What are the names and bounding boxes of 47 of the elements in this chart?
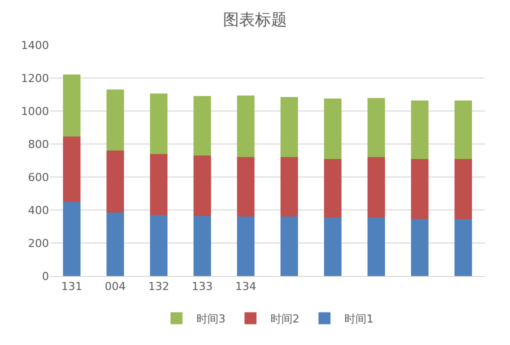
bar xyxy=(280,157,298,217)
x-tick-label: 131 xyxy=(61,280,82,294)
bar xyxy=(454,100,472,159)
y-tick-label: 400 xyxy=(28,204,49,217)
y-tick-label: 1400 xyxy=(21,38,49,52)
bar xyxy=(454,158,472,220)
bar xyxy=(324,158,342,218)
bar xyxy=(411,100,428,159)
y-tick-label: 800 xyxy=(28,138,49,151)
bar xyxy=(194,156,211,216)
bar xyxy=(368,157,385,218)
bar xyxy=(150,214,168,276)
bar xyxy=(280,96,298,158)
chart-title: 图表标题 xyxy=(223,10,287,29)
bar xyxy=(411,219,428,276)
legend-label: 时间1 xyxy=(344,312,374,326)
bar xyxy=(150,154,168,215)
bar xyxy=(63,202,80,276)
bar xyxy=(454,219,472,276)
bar xyxy=(237,216,254,276)
y-tick-label: 200 xyxy=(28,236,49,250)
y-tick-label: 1000 xyxy=(21,104,49,118)
legend-label: 时间2 xyxy=(270,312,300,326)
bar xyxy=(106,212,124,276)
bar xyxy=(280,216,298,276)
y-tick-label: 0 xyxy=(42,270,49,283)
bar xyxy=(63,74,80,137)
x-tick-label: 132 xyxy=(148,280,170,294)
bar xyxy=(106,90,124,151)
bar xyxy=(106,150,124,212)
bar xyxy=(324,98,342,159)
x-tick-label: 004 xyxy=(104,280,126,294)
bar xyxy=(411,158,428,220)
y-tick-label: 600 xyxy=(28,170,49,184)
x-tick-label: 134 xyxy=(235,280,256,294)
y-tick-label: 1200 xyxy=(21,72,49,85)
bar xyxy=(237,95,254,158)
bar xyxy=(194,96,211,156)
bar xyxy=(237,157,254,217)
x-tick-label: 133 xyxy=(192,280,213,294)
bar xyxy=(368,98,385,158)
bar xyxy=(324,217,342,276)
legend-label: 时间3 xyxy=(196,312,226,326)
bar xyxy=(150,94,168,154)
bar xyxy=(194,216,211,276)
bar xyxy=(63,136,80,202)
bar xyxy=(368,217,385,276)
